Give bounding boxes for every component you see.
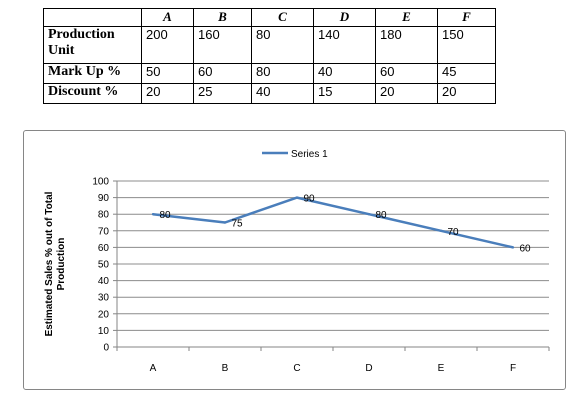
table-cell: 180 [375,26,438,64]
data-point [439,229,443,232]
table-cell: 15 [313,83,376,104]
table-row: Discount % 20 25 40 15 20 20 [43,83,496,104]
data-label: 70 [447,227,459,238]
table-cell: 80 [251,26,314,64]
data-point [295,196,299,199]
x-tick-label: F [510,363,516,374]
table-cell: 50 [141,63,194,84]
y-tick-label: 70 [98,226,110,237]
x-tick-label: B [222,363,229,374]
table-cell: 45 [437,63,496,84]
x-tick-label: C [293,363,300,374]
production-table: A B C D E F Production Unit 200 160 80 1… [43,8,496,104]
table-cell: 20 [141,83,194,104]
table-cell: 200 [141,26,194,64]
table-header-row: A B C D E F [43,8,496,27]
data-label: 80 [159,210,171,221]
x-tick-label: A [150,363,157,374]
y-tick-label: 80 [98,210,110,221]
data-point [367,213,371,216]
table-header-cell [43,8,142,27]
x-tick-label: D [365,363,372,374]
table-header-cell: B [193,8,252,27]
y-tick-label: 30 [98,293,110,304]
table-row: Mark Up % 50 60 80 40 60 45 [43,63,496,84]
table-header-cell: A [141,8,194,27]
table-cell: 40 [313,63,376,84]
x-tick-label: E [438,363,445,374]
table-cell: 60 [193,63,252,84]
y-tick-label: 50 [98,260,110,271]
y-tick-label: 100 [92,177,109,188]
table-cell: 140 [313,26,376,64]
table-row: Production Unit 200 160 80 140 180 150 [43,26,496,64]
data-point [511,246,515,249]
y-tick-label: 60 [98,243,110,254]
table-header-cell: F [437,8,496,27]
y-tick-label: 0 [103,343,109,354]
row-label: Discount % [43,83,142,104]
y-tick-label: 20 [98,309,110,320]
data-label: 90 [303,194,315,205]
legend-label: Series 1 [291,149,328,160]
table-header-cell: D [313,8,376,27]
table-cell: 25 [193,83,252,104]
table-cell: 40 [251,83,314,104]
table-cell: 60 [375,63,438,84]
data-label: 80 [375,210,387,221]
data-label: 60 [519,243,531,254]
table-cell: 20 [437,83,496,104]
data-label: 75 [231,219,243,230]
table-header-cell: E [375,8,438,27]
y-axis-title: Estimated Sales % out of TotalProduction [44,191,67,336]
table-cell: 160 [193,26,252,64]
data-point [223,221,227,224]
y-tick-label: 90 [98,193,110,204]
y-tick-label: 10 [98,326,110,337]
chart-frame: 0 10 20 30 40 50 60 70 80 90 100 A B C D E F 80 75 90 80 70 60… [23,130,566,390]
table-header-cell: C [251,8,314,27]
table-cell: 150 [437,26,496,64]
row-label: Mark Up % [43,63,142,84]
y-tick-label: 40 [98,276,110,287]
series-line [152,196,514,249]
data-point [151,213,155,216]
table-cell: 20 [375,83,438,104]
row-label: Production Unit [43,26,142,64]
table-cell: 80 [251,63,314,84]
line-chart: 0 10 20 30 40 50 60 70 80 90 100 A B C D E F 80 75 90 80 70 60… [44,149,550,374]
